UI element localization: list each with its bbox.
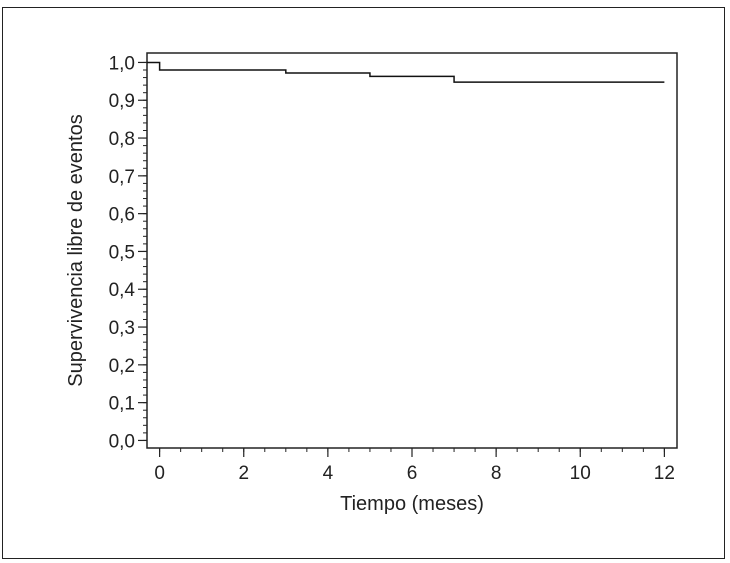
x-tick-label: 10 [570, 463, 591, 484]
y-axis: 0,0 0,1 0,2 0,3 0,4 0,5 0,6 0,7 0,8 0,9 1,0 [109, 53, 147, 452]
x-axis: 0 2 4 6 8 10 12 [154, 448, 675, 484]
y-tick-label: 1,0 [109, 53, 135, 74]
x-tick-label: 0 [154, 463, 165, 484]
y-tick-label: 0,4 [109, 280, 136, 301]
y-tick-label: 0,5 [109, 242, 135, 263]
x-tick-label: 6 [407, 463, 418, 484]
y-tick-label: 0,7 [109, 167, 135, 188]
survival-step-line [147, 61, 665, 83]
figure-frame [2, 7, 725, 559]
x-tick-label: 2 [238, 463, 249, 484]
y-tick-label: 0,9 [109, 91, 135, 112]
y-tick-label: 0,6 [109, 205, 135, 226]
x-tick-label: 4 [323, 463, 334, 484]
y-tick-label: 0,0 [109, 431, 135, 452]
y-tick-label: 0,3 [109, 318, 135, 339]
y-tick-label: 0,8 [109, 129, 135, 150]
x-tick-label: 12 [654, 463, 675, 484]
series-layer [147, 61, 665, 83]
y-tick-label: 0,2 [109, 356, 135, 377]
x-tick-label: 8 [491, 463, 502, 484]
y-axis-label: Supervivencia libre de eventos [65, 114, 87, 386]
plot-area [146, 52, 678, 449]
y-tick-label: 0,1 [109, 394, 135, 415]
x-axis-label: Tiempo (meses) [340, 493, 484, 515]
